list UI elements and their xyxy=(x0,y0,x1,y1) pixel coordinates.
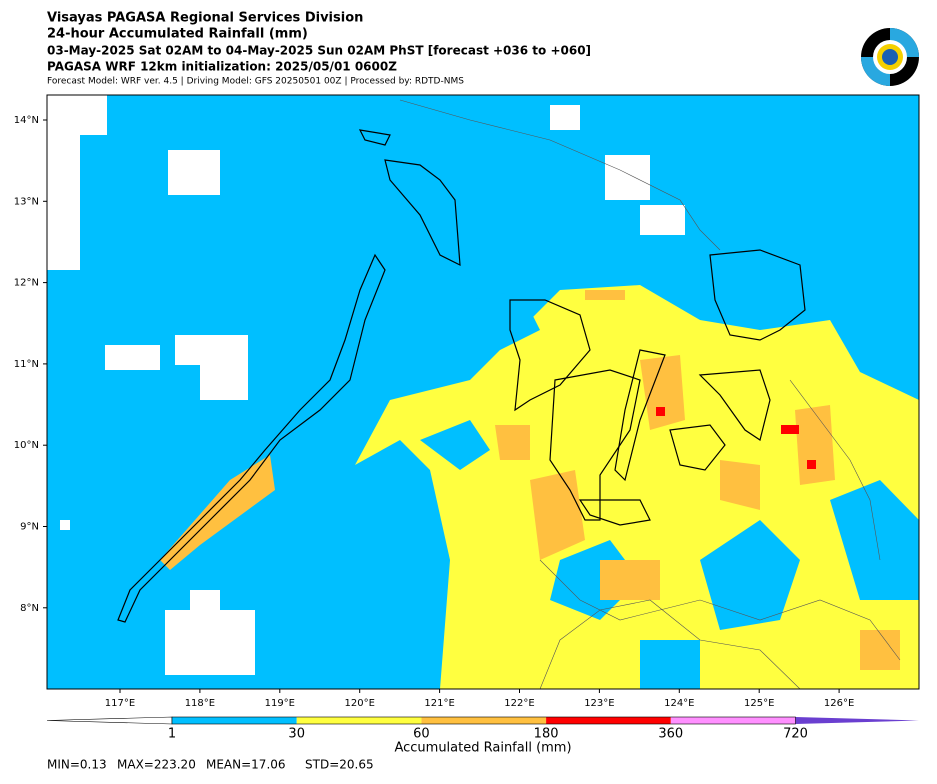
colorbar-segment xyxy=(172,717,297,724)
lat-label: 9°N xyxy=(20,522,39,533)
colorbar-segment xyxy=(546,717,671,724)
subtitle: 24-hour Accumulated Rainfall (mm) xyxy=(47,27,308,42)
lon-label: 121°E xyxy=(424,698,454,709)
logo xyxy=(861,28,919,86)
colorbar-frame xyxy=(171,716,796,725)
colorbar-segment xyxy=(296,717,422,724)
lon-label: 125°E xyxy=(744,698,774,709)
lat-label: 12°N xyxy=(14,278,39,289)
colorbar-segment xyxy=(670,717,796,724)
colorbar-label: Accumulated Rainfall (mm) xyxy=(394,741,571,756)
rain-180-360 xyxy=(656,407,816,469)
lat-label: 13°N xyxy=(14,196,39,207)
stat: MAX=223.20 xyxy=(117,758,196,772)
lon-label: 117°E xyxy=(105,698,135,709)
colorbar-tick-label: 720 xyxy=(783,727,808,742)
coastlines xyxy=(117,129,806,623)
lon-label: 123°E xyxy=(584,698,614,709)
title: Visayas PAGASA Regional Services Divisio… xyxy=(47,11,363,26)
lon-label: 122°E xyxy=(504,698,534,709)
model-init: PAGASA WRF 12km initialization: 2025/05/… xyxy=(47,60,397,74)
map-frame xyxy=(46,94,920,690)
colorbar-tick-label: 360 xyxy=(658,727,683,742)
lat-label: 8°N xyxy=(20,603,39,614)
colorbar-tick-label: 30 xyxy=(288,727,305,742)
lat-label: 14°N xyxy=(14,115,39,126)
lat-label: 11°N xyxy=(14,359,39,370)
lon-label: 119°E xyxy=(265,698,295,709)
colorbar-segment xyxy=(421,717,547,724)
model-info: Forecast Model: WRF ver. 4.5 | Driving M… xyxy=(47,77,464,87)
latitude-labels: 14°N 13°N 12°N 11°N 10°N 9°N 8°N xyxy=(14,115,47,614)
lon-label: 124°E xyxy=(664,698,694,709)
statistics: MIN=0.13 MAX=223.20 MEAN=17.06 STD=20.65 xyxy=(47,758,374,772)
colorbar: 1 30 60 180 360 720 xyxy=(46,716,919,742)
stat: MEAN=17.06 xyxy=(206,758,286,772)
lon-label: 120°E xyxy=(344,698,374,709)
lat-label: 10°N xyxy=(14,440,39,451)
colorbar-tick-label: 60 xyxy=(413,727,430,742)
map xyxy=(46,94,920,690)
colorbar-under xyxy=(46,716,173,725)
colorbar-over xyxy=(795,717,919,724)
colorbar-tick-label: 1 xyxy=(168,727,176,742)
borders xyxy=(399,99,901,689)
lon-label: 126°E xyxy=(824,698,854,709)
no-rain-areas xyxy=(47,95,685,675)
stat: MIN=0.13 xyxy=(47,758,107,772)
colorbar-tick-label: 180 xyxy=(534,727,559,742)
period: 03-May-2025 Sat 02AM to 04-May-2025 Sun … xyxy=(47,44,591,58)
lon-label: 118°E xyxy=(185,698,215,709)
stat: STD=20.65 xyxy=(305,758,374,772)
longitude-labels: 117°E 118°E 119°E 120°E 121°E 122°E 123°E 124°E… xyxy=(105,689,854,709)
